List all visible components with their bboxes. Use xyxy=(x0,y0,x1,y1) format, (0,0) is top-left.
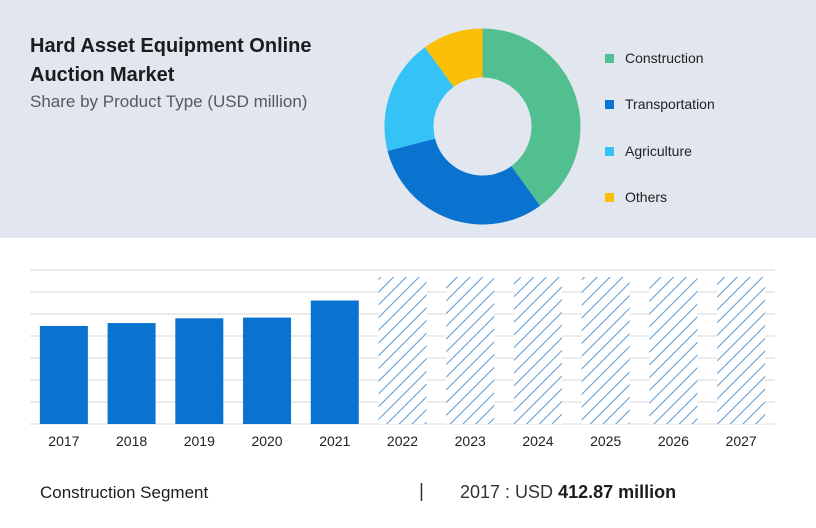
legend-item-agriculture: Agriculture xyxy=(605,141,805,161)
bar-2025-forecast xyxy=(581,277,630,424)
x-tick-label-2021: 2021 xyxy=(319,433,350,449)
legend-label: Agriculture xyxy=(625,143,692,159)
footer-value-amount: 412.87 million xyxy=(558,482,677,502)
legend-item-construction: Construction xyxy=(605,48,805,68)
donut-slice-transportation xyxy=(387,138,541,225)
legend-swatch xyxy=(605,99,614,109)
bar-2026-forecast xyxy=(649,277,698,424)
legend-item-others: Others xyxy=(605,187,805,207)
footer-value: 2017 : USD 412.87 million xyxy=(460,482,676,503)
bar-2023-forecast xyxy=(446,277,495,424)
legend-swatch xyxy=(605,146,614,156)
x-tick-label-2025: 2025 xyxy=(590,433,621,449)
legend-label: Others xyxy=(625,189,668,205)
x-tick-label-2020: 2020 xyxy=(251,433,282,449)
donut-chart xyxy=(384,28,581,225)
chart-subtitle: Share by Product Type (USD million) xyxy=(30,92,308,111)
top-panel: Hard Asset Equipment Online Auction Mark… xyxy=(0,0,816,238)
donut-slice-others xyxy=(424,28,483,87)
donut-slice-construction xyxy=(482,28,581,206)
legend-item-transportation: Transportation xyxy=(605,94,805,114)
page-title: Hard Asset Equipment Online Auction Mark… xyxy=(30,35,312,86)
legend-label: Transportation xyxy=(625,96,715,112)
bar-2021 xyxy=(310,300,359,424)
footer-year-prefix: 2017 : USD xyxy=(460,482,554,502)
x-tick-label-2019: 2019 xyxy=(184,433,215,449)
bar-chart: 2017 2018 2019 2020 2021 2022 2023 2024 2025 2026… xyxy=(30,269,775,449)
x-tick-label-2024: 2024 xyxy=(522,433,553,449)
footer-separator: | xyxy=(419,481,424,502)
legend-swatch xyxy=(605,192,614,202)
x-tick-label-2023: 2023 xyxy=(455,433,486,449)
bar-2022-forecast xyxy=(378,277,427,424)
x-tick-label-2022: 2022 xyxy=(387,433,418,449)
bar-2020 xyxy=(243,317,292,424)
bar-2024-forecast xyxy=(513,277,562,424)
donut-slice-agriculture xyxy=(384,47,454,151)
bar-2017 xyxy=(39,325,88,424)
footer-segment-label: Construction Segment xyxy=(40,483,209,502)
x-tick-label-2018: 2018 xyxy=(116,433,147,449)
bar-2019 xyxy=(175,318,224,424)
legend-swatch xyxy=(605,53,614,63)
x-tick-label-2026: 2026 xyxy=(658,433,689,449)
x-tick-label-2027: 2027 xyxy=(726,433,757,449)
bar-2027-forecast xyxy=(717,277,766,424)
legend-label: Construction xyxy=(625,50,704,66)
bar-2018 xyxy=(107,323,156,424)
x-tick-label-2017: 2017 xyxy=(48,433,79,449)
